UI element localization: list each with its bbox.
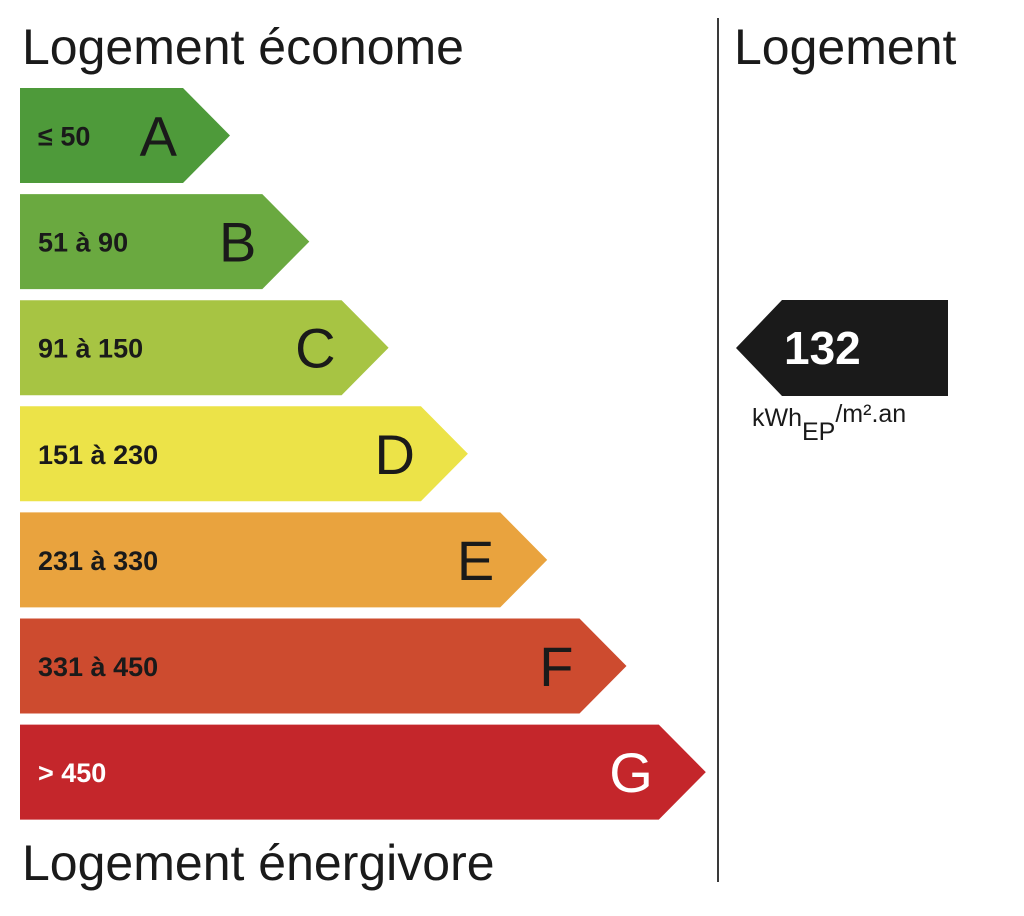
bar-shape-b <box>20 194 310 290</box>
bar-shape-e <box>20 512 548 608</box>
bar-range-label-d: 151 à 230 <box>38 440 158 470</box>
energy-bar-a: ≤ 50 A <box>20 88 230 183</box>
bar-shape-c <box>20 300 389 396</box>
bar-range-label-b: 51 à 90 <box>38 228 128 258</box>
indicator-arrow-shape <box>736 300 948 396</box>
unit-rest: /m².an <box>835 400 907 428</box>
bar-shape-d <box>20 406 468 502</box>
bar-letter-e: E <box>457 529 494 592</box>
energy-bar-d: 151 à 230 D <box>20 406 468 502</box>
title-logement-energivore: Logement énergivore <box>22 835 495 891</box>
current-value: 132 <box>784 322 861 374</box>
bar-letter-b: B <box>219 211 256 274</box>
bar-range-label-a: ≤ 50 <box>38 122 90 152</box>
bar-letter-f: F <box>539 635 573 698</box>
bar-letter-d: D <box>374 423 414 486</box>
bar-range-label-e: 231 à 330 <box>38 546 158 576</box>
bar-shape-a <box>20 88 230 183</box>
unit-subscript: EP <box>802 418 836 446</box>
energy-bar-f: 331 à 450 F <box>20 618 627 714</box>
unit-main: kWh <box>752 404 802 432</box>
energy-bar-c: 91 à 150 C <box>20 300 389 396</box>
bar-shape-g <box>20 724 706 820</box>
bar-range-label-c: 91 à 150 <box>38 334 143 364</box>
energy-bar-g: > 450 G <box>20 724 706 820</box>
energy-bar-b: 51 à 90 B <box>20 194 310 290</box>
bar-range-label-f: 331 à 450 <box>38 652 158 682</box>
column-divider <box>717 18 719 882</box>
current-value-indicator: 132 <box>736 300 948 396</box>
title-logement: Logement <box>734 19 957 75</box>
energy-bar-e: 231 à 330 E <box>20 512 548 608</box>
title-logement-econome: Logement économe <box>22 19 464 75</box>
bar-letter-a: A <box>140 105 178 168</box>
value-unit: kWhEP/m².an <box>752 400 906 447</box>
bar-shape-f <box>20 618 627 714</box>
bar-letter-g: G <box>609 741 653 804</box>
bar-letter-c: C <box>295 317 335 380</box>
bar-range-label-g: > 450 <box>38 758 106 788</box>
